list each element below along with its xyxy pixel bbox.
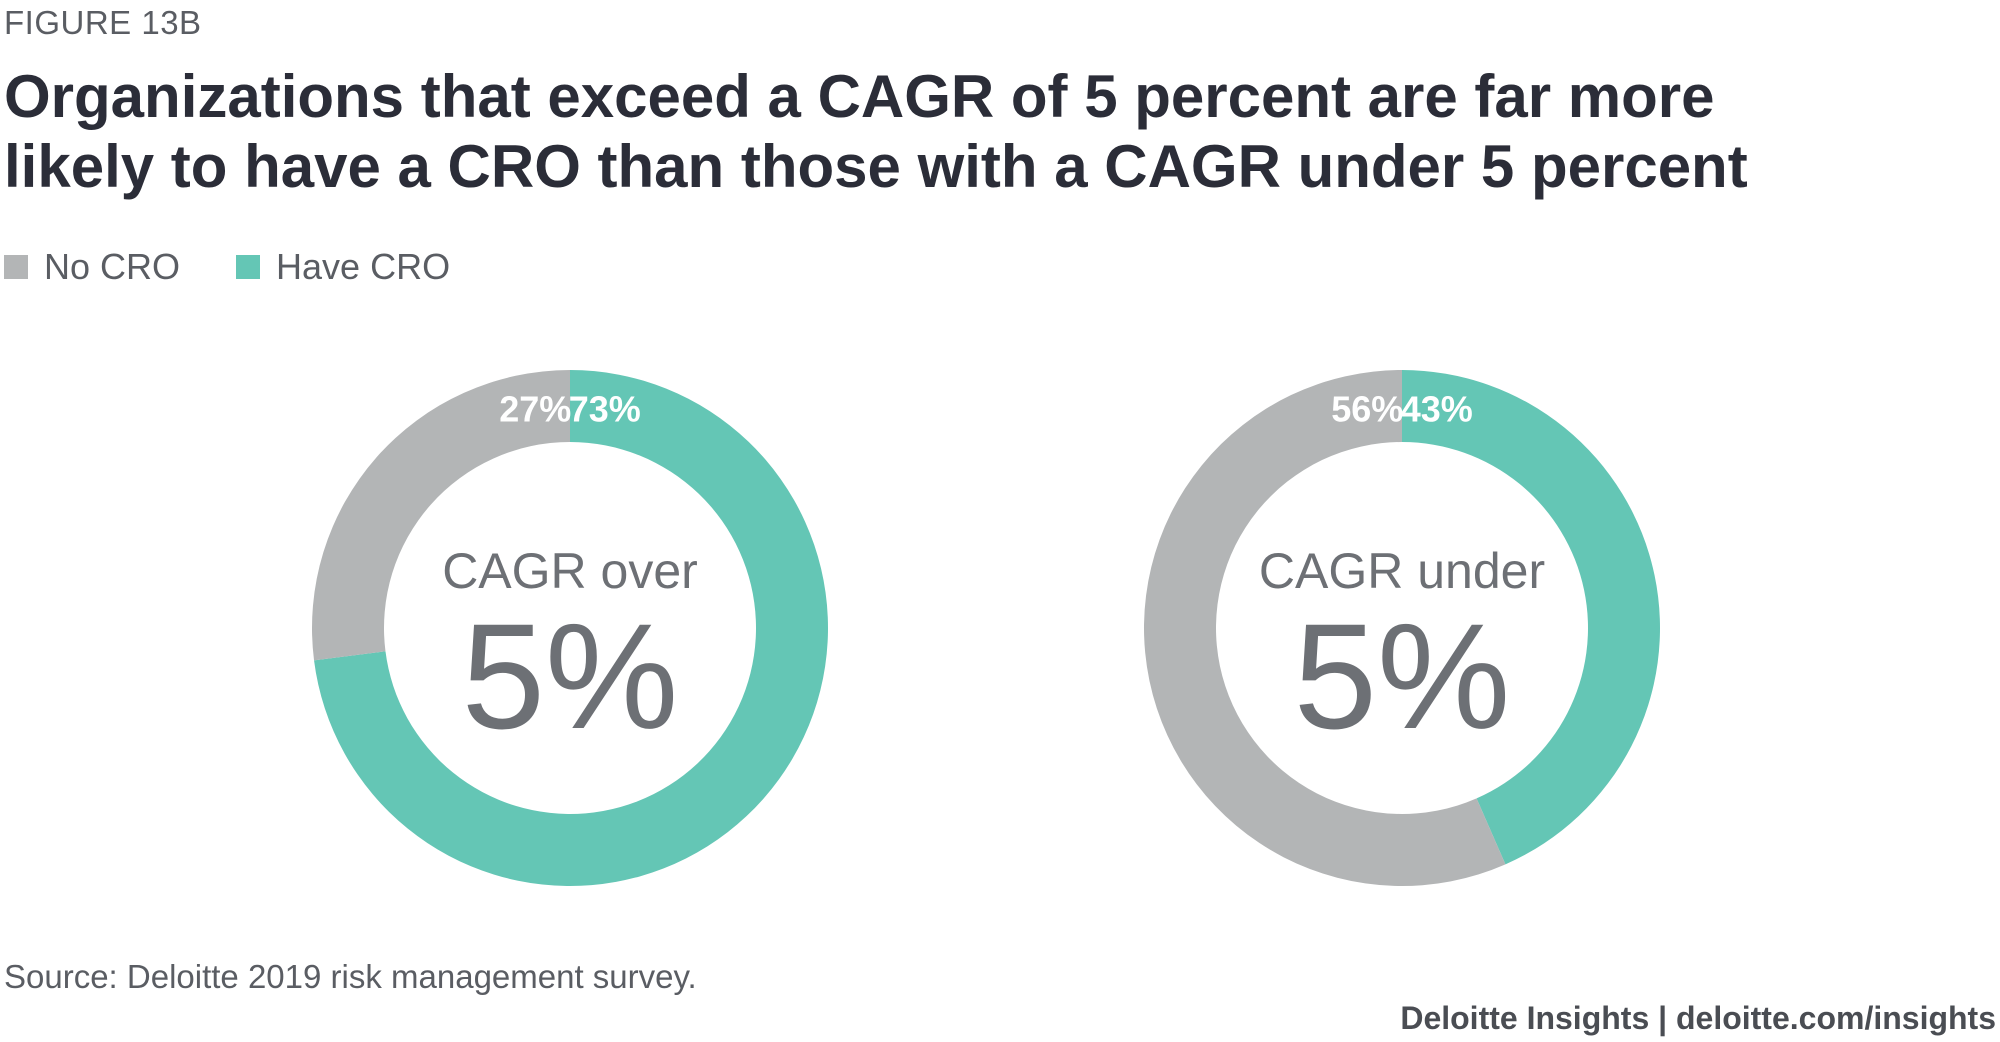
slice-no-cro [311,369,570,661]
legend-swatch-no-cro [4,255,28,279]
center-label: CAGR under [1259,543,1545,599]
slice-no-cro [1144,370,1506,886]
center-value: 5% [1294,592,1511,760]
slice-label-no-cro: 27% [499,389,571,430]
slice-label-have-cro: 73% [569,389,641,430]
center-value: 5% [462,592,679,760]
center-label: CAGR over [442,543,698,599]
legend-label-no-cro: No CRO [44,246,181,287]
slice-have-cro [1402,370,1660,865]
credit-line: Deloitte Insights | deloitte.com/insight… [1400,1000,1996,1036]
legend-swatch-have-cro [236,255,261,279]
slice-label-have-cro: 43% [1401,389,1473,430]
source-note: Source: Deloitte 2019 risk management su… [4,958,697,995]
slice-label-no-cro: 56% [1331,389,1403,430]
legend-item-have-cro: Have CRO [236,246,450,288]
legend-item-no-cro: No CRO [4,246,180,288]
chart-title: Organizations that exceed a CAGR of 5 pe… [4,63,1748,200]
legend: No CRO Have CRO [4,246,506,288]
figure-label: FIGURE 13B [4,4,202,41]
legend-label-have-cro: Have CRO [276,246,451,287]
